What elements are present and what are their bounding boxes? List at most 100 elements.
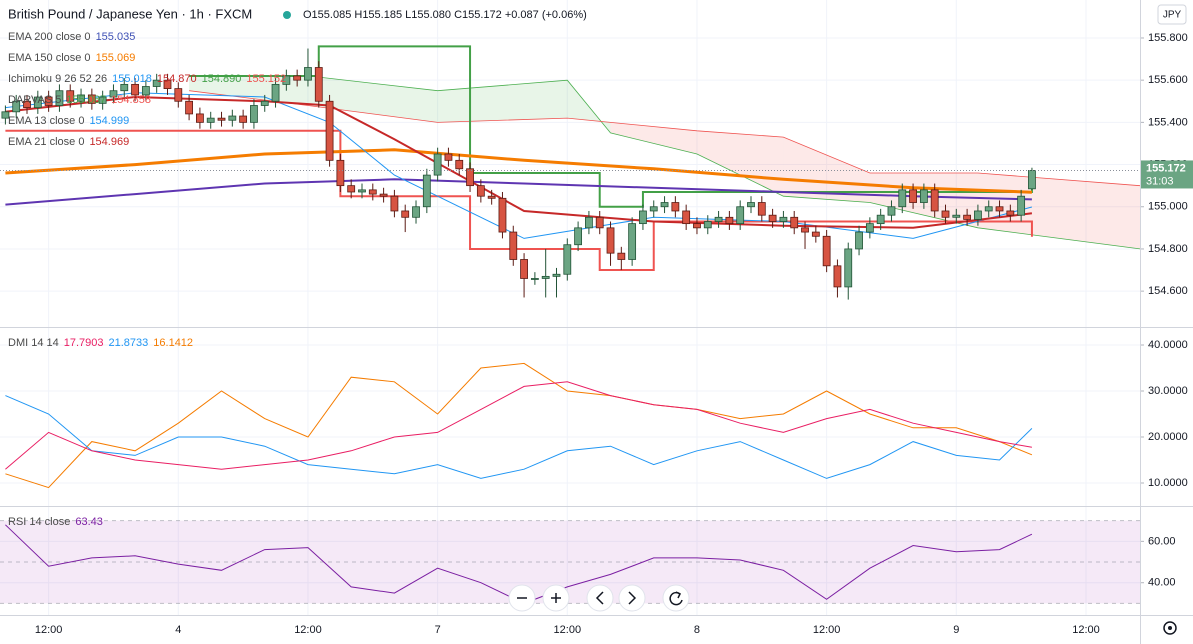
x-tick-label: 7 <box>435 624 441 636</box>
zoom-in[interactable] <box>542 584 570 612</box>
candle-body <box>563 244 572 275</box>
legend-label: DARVAS 5 <box>8 94 61 106</box>
legend-value: 155.018 <box>112 73 152 85</box>
indicator-line <box>5 362 1033 489</box>
candle-body <box>196 113 204 123</box>
legend-entry: EMA 200 close 0 155.035 <box>8 31 135 43</box>
candle-body <box>228 115 237 121</box>
legend-label: Ichimoku 9 26 52 26 <box>8 73 107 85</box>
settings[interactable] <box>1163 621 1177 635</box>
legend-value: 17.7903 <box>64 337 104 349</box>
legend-value: 155.087 <box>66 94 106 106</box>
candle-body <box>314 67 323 102</box>
legend-entry: EMA 13 close 0 154.999 <box>8 115 129 127</box>
legend-label: RSI 14 close <box>8 516 70 528</box>
x-tick-label: 12:00 <box>294 624 322 636</box>
candle-body <box>595 216 604 229</box>
candle-body <box>822 235 831 267</box>
candle-body <box>811 231 820 237</box>
ema-line <box>5 92 1033 239</box>
candle-body <box>887 206 896 216</box>
legend-label: EMA 200 close 0 <box>8 31 91 43</box>
candle-body <box>703 221 712 229</box>
candle-body <box>476 185 485 197</box>
candle-body <box>77 94 85 102</box>
candle-body <box>876 214 885 225</box>
scroll-left[interactable] <box>586 584 614 612</box>
candle-body <box>779 216 788 222</box>
ohlc: O155.085 H155.185 L155.080 C155.172 +0.0… <box>303 9 587 21</box>
candle-body <box>952 214 961 218</box>
candle-body <box>87 94 96 104</box>
candle-body <box>833 265 842 288</box>
legend-value: 155.152 <box>246 73 286 85</box>
candle-body <box>250 105 258 123</box>
candle-body <box>131 83 139 96</box>
candle-body <box>844 248 853 288</box>
candle-body <box>530 278 539 280</box>
candle-body <box>23 100 31 108</box>
last-price-tag <box>1140 160 1193 189</box>
indicator-line <box>5 381 1032 470</box>
candle-body <box>606 227 615 254</box>
candle-body <box>963 214 972 220</box>
candle-body <box>422 174 431 208</box>
zoom-out[interactable] <box>508 584 536 612</box>
candle-body <box>498 197 507 233</box>
candle-body <box>995 206 1004 212</box>
candle-body <box>282 75 291 85</box>
candle-body <box>649 206 658 212</box>
candle-body <box>855 231 863 250</box>
candle-body <box>930 189 939 212</box>
candle-body <box>509 231 518 260</box>
candle-body <box>325 100 334 161</box>
candle-body <box>12 100 21 113</box>
candle-body <box>1017 195 1026 216</box>
candle-body <box>33 96 42 108</box>
cloud-segment <box>610 122 697 155</box>
candle-body <box>293 75 302 81</box>
x-tick-label: 12:00 <box>1072 624 1100 636</box>
legend-label: DMI 14 14 <box>8 337 59 349</box>
candle-body <box>693 223 701 229</box>
currency[interactable]: JPY <box>1163 10 1182 21</box>
y-tick-label: 60.00 <box>1148 535 1176 547</box>
candle-body <box>1 111 10 119</box>
y-tick-label: 10.0000 <box>1148 477 1188 489</box>
candle-body <box>984 206 993 212</box>
legend-entry: DMI 14 14 17.7903 21.8733 16.1412 <box>8 337 193 349</box>
y-tick-label: 154.800 <box>1148 243 1188 255</box>
legend-value: 155.035 <box>96 31 136 43</box>
symbol-title: British Pound / Japanese Yen · 1h · FXCM <box>8 6 252 21</box>
candle-body <box>271 83 280 102</box>
cloud-segment <box>783 137 870 203</box>
legend-entry: EMA 150 close 0 155.069 <box>8 52 135 64</box>
scroll-right[interactable] <box>618 584 646 612</box>
legend-value: 63.43 <box>75 516 103 528</box>
y-tick-label: 40.0000 <box>1148 339 1188 351</box>
ema-line <box>5 148 1032 194</box>
candle-body <box>163 79 172 90</box>
candle-body <box>941 210 950 218</box>
candle-body <box>909 189 917 203</box>
candle-body <box>412 206 420 218</box>
legend-value: 154.890 <box>202 73 242 85</box>
y-tick-label: 155.600 <box>1148 74 1188 86</box>
candle-body <box>736 206 745 225</box>
candle-body <box>239 115 248 123</box>
candle-body <box>444 153 453 161</box>
candle-body <box>639 210 647 225</box>
y-tick-label: 40.00 <box>1148 577 1176 589</box>
candle-body <box>628 223 637 260</box>
x-tick-label: 12:00 <box>35 624 63 636</box>
candle-body <box>466 168 474 187</box>
y-tick-label: 155.800 <box>1148 32 1188 44</box>
cloud-segment <box>307 75 438 123</box>
reset-view[interactable] <box>662 584 690 612</box>
candle-body <box>1028 170 1036 190</box>
candle-body <box>358 189 366 193</box>
legend-entry: RSI 14 close 63.43 <box>8 516 103 528</box>
currency-box[interactable] <box>1157 4 1187 25</box>
legend-value: 155.069 <box>96 52 136 64</box>
